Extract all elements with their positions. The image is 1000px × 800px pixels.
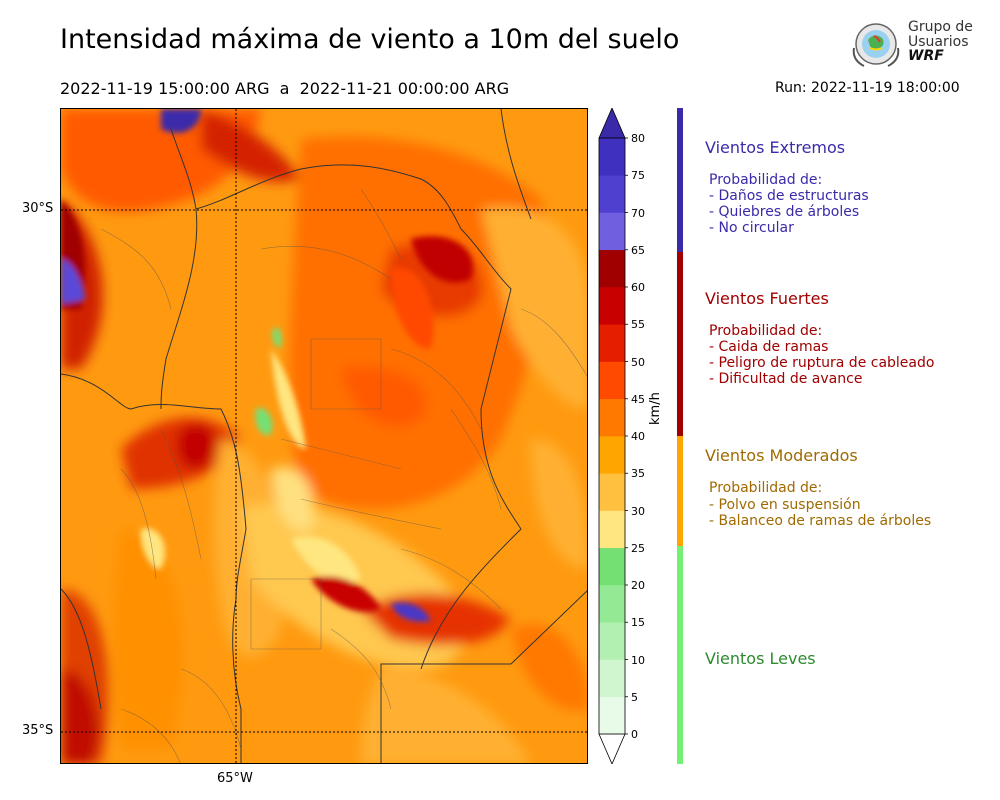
colorbar-segment [599,175,625,213]
colorbar-tick-label: 30 [631,504,645,518]
category-title-leves: Vientos Leves [705,649,816,668]
globe-icon [852,23,900,67]
colorbar-tick-label: 65 [631,243,645,257]
lat-label-35s: 35°S [22,723,54,738]
colorbar-segment [599,696,625,735]
colorbar-cap-low [598,733,626,764]
map-title: Intensidad máxima de viento a 10m del su… [60,24,680,55]
colorbar-tick-label: 60 [631,281,645,294]
wind-field [61,109,587,763]
colorbar-segment [599,361,625,400]
colorbar-tick-label: 25 [631,541,645,555]
colorbar-tick-label: 75 [631,169,645,183]
category-head-moderados: Probabilidad de: [709,480,823,496]
logo-line-2: Usuarios [908,34,969,50]
legend-bar-moderados [677,436,683,546]
colorbar [598,108,628,764]
colorbar-segment [599,249,625,288]
category-item: - Dificultad de avance [709,371,863,387]
logo-line-3: WRF [908,48,944,64]
colorbar-segment [599,473,625,511]
colorbar-segment [599,547,625,586]
lon-label-65w: 65°W [217,771,253,786]
colorbar-tick-label: 45 [631,392,645,406]
category-title-moderados: Vientos Moderados [705,446,858,465]
colorbar-tick-label: 35 [631,467,645,481]
category-item: - Polvo en suspensión [709,497,861,513]
colorbar-tick-label: 0 [631,728,638,741]
wind-map [60,108,588,764]
colorbar-tick-label: 70 [631,206,645,220]
category-item: - No circular [709,220,794,236]
category-item: - Quiebres de árboles [709,204,860,220]
forecast-period: 2022-11-19 15:00:00 ARG a 2022-11-21 00:… [60,79,510,98]
colorbar-unit: km/h [648,392,663,425]
colorbar-segment [599,398,625,437]
colorbar-tick-label: 5 [631,690,638,704]
category-title-fuertes: Vientos Fuertes [705,289,829,308]
category-item: - Balanceo de ramas de árboles [709,513,932,529]
run-time: Run: 2022-11-19 18:00:00 [775,80,960,96]
category-head-extremos: Probabilidad de: [709,172,823,188]
colorbar-tick-label: 80 [631,132,645,145]
colorbar-segment [599,436,625,474]
category-item: - Caida de ramas [709,339,829,355]
logo-line-1: Grupo de [908,19,973,35]
category-head-fuertes: Probabilidad de: [709,323,823,339]
colorbar-tick-label: 50 [631,355,645,369]
lat-label-30s: 30°S [22,201,54,216]
colorbar-segment [599,324,625,362]
legend-bar-leves [677,546,683,764]
category-item: - Peligro de ruptura de cableado [709,355,935,371]
colorbar-tick-label: 15 [631,616,645,630]
colorbar-tick-label: 55 [631,318,645,332]
colorbar-segment [599,510,625,549]
colorbar-segment [599,585,625,623]
colorbar-segment [599,622,625,660]
legend-bar-fuertes [677,252,683,436]
colorbar-segment [599,287,625,325]
wrf-logo: Grupo de Usuarios WRF [848,18,973,72]
colorbar-tick-label: 20 [631,579,645,592]
colorbar-segment [599,212,625,251]
colorbar-tick-label: 40 [631,430,645,443]
colorbar-tick-label: 10 [631,653,645,667]
legend-bar-extremos [677,108,683,252]
colorbar-segment [599,138,625,176]
colorbar-segment [599,659,625,698]
category-title-extremos: Vientos Extremos [705,138,846,157]
category-item: - Daños de estructuras [709,188,869,204]
colorbar-cap-high [598,108,626,139]
